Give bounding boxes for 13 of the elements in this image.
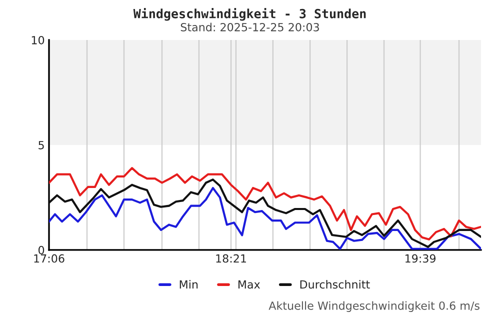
y-tick-label: 0 <box>38 246 44 254</box>
legend-label: Min <box>180 280 198 288</box>
chart-title: Windgeschwindigkeit - 3 Stunden <box>133 8 366 21</box>
x-tick-label: 18:21 <box>216 254 246 263</box>
y-tick-label: 10 <box>32 36 44 44</box>
legend-label: Durchschnitt <box>300 280 370 289</box>
text: Aktuelle Windgeschwindigkeit 0.6 m/s <box>268 301 480 312</box>
y-tick-label: 5 <box>38 141 44 150</box>
chart-subtitle: Stand: 2025-12-25 20:03 <box>180 22 319 32</box>
line-series <box>49 167 481 240</box>
x-tick-label: 19:39 <box>405 254 436 263</box>
legend-label: Max <box>238 280 260 289</box>
x-tick-label: 17:06 <box>34 254 64 263</box>
